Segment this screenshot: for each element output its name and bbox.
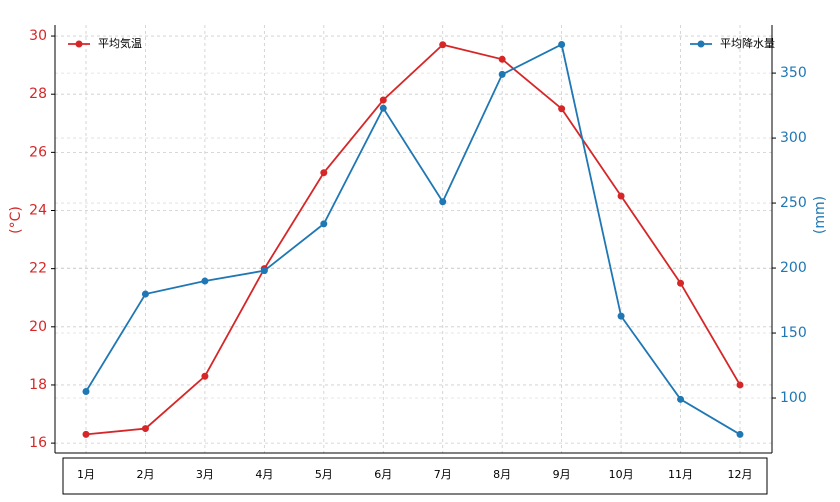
data-point <box>558 105 566 113</box>
data-point <box>201 277 209 285</box>
x-tick-label: 6月 <box>374 468 392 481</box>
y-tick-label: 28 <box>29 86 47 102</box>
y-tick-label: 30 <box>29 28 47 44</box>
data-point <box>736 430 744 438</box>
x-tick-label: 5月 <box>315 468 333 481</box>
data-point <box>498 55 506 63</box>
data-point <box>677 395 685 403</box>
series-line <box>85 43 741 436</box>
x-tick-label: 2月 <box>136 468 154 481</box>
y-axis-label: (°C) <box>8 206 24 234</box>
y2-tick-label: 350 <box>780 65 807 81</box>
data-point <box>439 41 447 49</box>
y2-tick-label: 100 <box>780 390 807 406</box>
y2-tick-label: 250 <box>780 195 807 211</box>
x-tick-label: 9月 <box>553 468 571 481</box>
data-point <box>141 290 149 298</box>
y2-tick-label: 150 <box>780 325 807 341</box>
y2-tick-label: 300 <box>780 130 807 146</box>
legend-label: 平均降水量 <box>720 36 775 50</box>
data-point <box>617 192 625 200</box>
x-tick-label: 11月 <box>668 468 693 481</box>
y2-axis-label: (mm) <box>812 196 828 234</box>
y-tick-label: 18 <box>29 377 47 393</box>
data-point <box>736 381 744 389</box>
legend-label: 平均気温 <box>98 36 142 50</box>
data-point <box>320 169 328 177</box>
y-tick-label: 24 <box>29 203 47 219</box>
x-tick-label: 1月 <box>77 468 95 481</box>
y2-tick-label: 200 <box>780 260 807 276</box>
data-point <box>379 96 387 104</box>
y-tick-label: 22 <box>29 261 47 277</box>
category-box <box>62 457 768 495</box>
x-tick-label: 12月 <box>728 468 753 481</box>
x-tick-label: 7月 <box>434 468 452 481</box>
data-point <box>558 40 566 48</box>
x-tick-label: 8月 <box>493 468 511 481</box>
data-point <box>320 220 328 228</box>
x-tick-label: 3月 <box>196 468 214 481</box>
data-point <box>82 430 90 438</box>
data-point <box>260 267 268 275</box>
data-point <box>439 198 447 206</box>
data-point <box>379 104 387 112</box>
series-line <box>85 43 741 436</box>
data-point <box>82 388 90 396</box>
data-point <box>498 70 506 78</box>
data-point <box>677 279 685 287</box>
x-tick-label: 4月 <box>255 468 273 481</box>
x-tick-label: 10月 <box>609 468 634 481</box>
data-point <box>141 425 149 433</box>
y-tick-label: 16 <box>29 435 47 451</box>
data-point <box>617 312 625 320</box>
y-tick-label: 20 <box>29 319 47 335</box>
data-point <box>201 372 209 380</box>
legend-marker <box>75 40 83 48</box>
legend-marker <box>697 40 705 48</box>
y-tick-label: 26 <box>29 144 47 160</box>
